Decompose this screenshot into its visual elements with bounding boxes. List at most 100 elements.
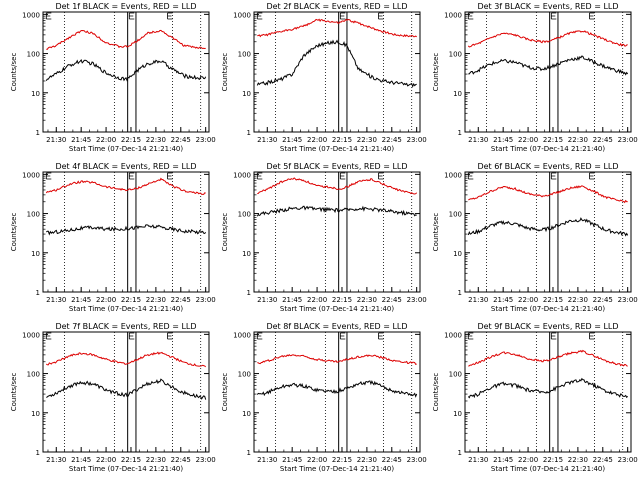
y-tick-label: 1000: [233, 171, 251, 179]
x-tick-label: 21:45: [71, 136, 91, 144]
flag-marker: [45, 12, 52, 20]
y-tick-label: 10: [31, 410, 40, 418]
flag-marker: [167, 332, 173, 340]
panel-title: Det 1f BLACK = Events, RED = LLD: [55, 2, 196, 11]
x-tick-label: 22:15: [121, 456, 141, 464]
y-axis-label: Counts/sec: [432, 213, 440, 252]
flag-marker: [589, 332, 595, 340]
series-line-events: [46, 224, 207, 236]
y-tick-label: 1000: [233, 11, 251, 19]
x-tick-label: 22:00: [307, 456, 327, 464]
x-tick-label: 22:00: [307, 136, 327, 144]
series-line-lld: [257, 177, 418, 195]
x-tick-label: 23:00: [407, 456, 427, 464]
x-tick-label: 21:45: [493, 136, 513, 144]
flag-marker: [256, 12, 263, 20]
x-axis-label: Start Time (07-Dec-14 21:21:40): [280, 465, 394, 473]
y-tick-label: 10: [242, 410, 251, 418]
flag-marker: [256, 332, 263, 340]
x-tick-label: 21:45: [71, 456, 91, 464]
x-axis-label: Start Time (07-Dec-14 21:21:40): [491, 305, 605, 313]
y-tick-label: 10: [453, 250, 462, 258]
flag-marker: [45, 172, 52, 180]
x-axis-label: Start Time (07-Dec-14 21:21:40): [69, 145, 183, 153]
y-tick-label: 100: [238, 51, 251, 59]
x-tick-label: 22:45: [593, 296, 613, 304]
x-tick-label: 22:45: [171, 296, 191, 304]
x-tick-label: 22:45: [171, 456, 191, 464]
x-axis-label: Start Time (07-Dec-14 21:21:40): [69, 465, 183, 473]
y-tick-label: 1: [458, 449, 462, 457]
x-tick-label: 23:00: [618, 456, 638, 464]
flag-marker: [589, 172, 595, 180]
x-tick-label: 22:15: [332, 456, 352, 464]
x-tick-label: 22:30: [146, 456, 166, 464]
plot-frame: [464, 331, 632, 453]
y-tick-label: 1000: [22, 171, 40, 179]
x-tick-label: 21:30: [257, 296, 277, 304]
x-tick-label: 23:00: [618, 136, 638, 144]
y-tick-label: 10: [31, 90, 40, 98]
panel-det-3: Det 3f BLACK = Events, RED = LLD 1 10 100 10…: [432, 2, 638, 153]
y-tick-label: 10: [242, 250, 251, 258]
y-tick-label: 1000: [22, 331, 40, 339]
series-line-lld: [45, 177, 206, 195]
flag-marker: [467, 332, 474, 340]
x-tick-label: 23:00: [196, 136, 216, 144]
x-tick-label: 21:45: [71, 296, 91, 304]
y-tick-label: 1: [247, 129, 251, 137]
series-line-events: [256, 39, 417, 88]
x-tick-label: 22:15: [332, 136, 352, 144]
panel-title: Det 3f BLACK = Events, RED = LLD: [477, 2, 618, 11]
series-line-lld: [257, 353, 417, 366]
flag-marker: [339, 12, 346, 20]
y-axis-label: Counts/sec: [10, 53, 18, 92]
x-axis-label: Start Time (07-Dec-14 21:21:40): [280, 305, 394, 313]
plot-frame: [253, 331, 421, 453]
plot-frame: [253, 11, 421, 133]
x-tick-label: 23:00: [196, 296, 216, 304]
flag-marker: [467, 172, 474, 180]
y-tick-label: 1: [458, 289, 462, 297]
x-tick-label: 22:00: [518, 136, 538, 144]
x-tick-label: 21:30: [257, 136, 277, 144]
x-tick-label: 21:30: [468, 296, 488, 304]
x-tick-label: 23:00: [407, 296, 427, 304]
x-tick-label: 22:00: [96, 296, 116, 304]
x-tick-label: 22:00: [96, 456, 116, 464]
y-tick-label: 1000: [233, 331, 251, 339]
y-tick-label: 10: [453, 90, 462, 98]
panel-title: Det 2f BLACK = Events, RED = LLD: [266, 2, 407, 11]
x-tick-label: 21:45: [282, 136, 302, 144]
y-tick-label: 10: [453, 410, 462, 418]
series-line-lld: [467, 30, 628, 48]
flag-marker: [128, 172, 135, 180]
plot-frame: [253, 171, 421, 293]
x-tick-label: 22:30: [146, 136, 166, 144]
x-tick-label: 22:15: [543, 136, 563, 144]
x-tick-label: 22:30: [568, 456, 588, 464]
x-tick-label: 22:45: [382, 136, 402, 144]
panel-title: Det 7f BLACK = Events, RED = LLD: [55, 322, 196, 331]
x-tick-label: 22:00: [518, 296, 538, 304]
flag-marker: [378, 12, 384, 20]
flag-marker: [339, 332, 346, 340]
x-tick-label: 22:45: [593, 456, 613, 464]
flag-marker: [550, 172, 557, 180]
panel-det-5: Det 5f BLACK = Events, RED = LLD 1 10 100 10…: [221, 162, 427, 313]
series-line-events: [256, 205, 417, 217]
y-axis-label: Counts/sec: [432, 373, 440, 412]
x-tick-label: 23:00: [618, 296, 638, 304]
y-tick-label: 100: [238, 371, 251, 379]
flag-marker: [45, 332, 52, 340]
x-tick-label: 22:15: [121, 296, 141, 304]
x-tick-label: 22:00: [518, 456, 538, 464]
y-tick-label: 1000: [444, 331, 462, 339]
series-line-events: [467, 217, 629, 237]
panel-title: Det 4f BLACK = Events, RED = LLD: [55, 162, 196, 171]
y-tick-label: 100: [27, 371, 40, 379]
series-line-lld: [468, 185, 628, 204]
panel-det-8: Det 8f BLACK = Events, RED = LLD 1 10 100 10…: [221, 322, 427, 473]
